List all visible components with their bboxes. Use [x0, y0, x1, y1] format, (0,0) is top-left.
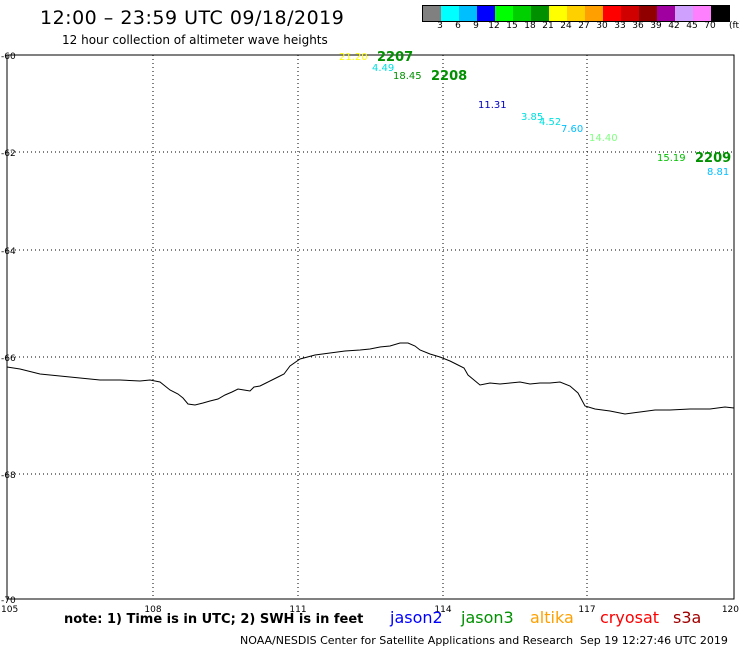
satellite-jason2: jason2 — [390, 608, 443, 627]
color-scale-label: 18 — [524, 21, 536, 31]
satellite-jason3: jason3 — [461, 608, 514, 627]
color-scale-label: 24 — [560, 21, 572, 31]
pass-number: 2207 — [377, 50, 414, 65]
color-scale-label: 15 — [506, 21, 518, 31]
swh-value: 4.49 — [372, 63, 395, 74]
color-scale-unit: (ft) — [729, 21, 740, 31]
map-frame — [6, 54, 735, 600]
longitude-label: 105 — [1, 605, 18, 615]
color-scale-label: 45 — [686, 21, 698, 31]
color-scale-label: 6 — [455, 21, 461, 31]
color-scale-label: 36 — [632, 21, 644, 31]
color-scale-label: 27 — [578, 21, 590, 31]
color-scale-label: 42 — [668, 21, 680, 31]
color-scale-label: 9 — [473, 21, 479, 31]
longitude-label: 117 — [578, 605, 595, 615]
swh-value: 7.60 — [561, 124, 584, 135]
swh-value: 4.52 — [539, 117, 562, 128]
satellite-altika: altika — [530, 608, 574, 627]
swh-value: 15.19 — [657, 153, 686, 164]
swh-value: 18.45 — [393, 71, 422, 82]
swh-value: 14.40 — [589, 133, 618, 144]
satellite-cryosat: cryosat — [600, 608, 660, 627]
latitude-label: -64 — [1, 247, 16, 257]
swh-value: 8.81 — [707, 167, 730, 178]
pass-number: 2208 — [431, 69, 468, 84]
latitude-label: -60 — [1, 52, 16, 62]
color-swatch — [549, 6, 567, 21]
color-swatch — [603, 6, 621, 21]
color-swatch — [513, 6, 531, 21]
color-swatch — [423, 6, 441, 21]
color-scale-label: 39 — [650, 21, 662, 31]
graticule — [7, 55, 734, 599]
latitude-labels: -60 -62 -64 -66 -68 -70 — [1, 52, 16, 606]
swh-value: 21.20 — [339, 52, 368, 63]
color-scale-labels: 3 6 9 12 15 18 21 24 27 30 33 36 39 42 45 70 — [422, 21, 728, 33]
longitude-labels: 105 108 111 114 117 120 — [1, 605, 739, 615]
page-subtitle: 12 hour collection of altimeter wave hei… — [62, 33, 328, 47]
color-swatch — [585, 6, 603, 21]
color-swatch — [675, 6, 693, 21]
credit-text: NOAA/NESDIS Center for Satellite Applica… — [240, 634, 574, 647]
satellite-s3a: s3a — [673, 608, 702, 627]
latitude-label: -68 — [1, 471, 16, 481]
color-swatch — [621, 6, 639, 21]
color-scale-label: 30 — [596, 21, 608, 31]
latitude-label: -66 — [1, 354, 16, 364]
swh-value: 3.85 — [521, 112, 544, 123]
color-swatch — [711, 6, 729, 21]
longitude-label: 114 — [434, 605, 451, 615]
pass-number: 2209 — [695, 151, 732, 166]
note-text: note: 1) Time is in UTC; 2) SWH is in fe… — [64, 612, 364, 627]
antarctic-coastline — [6, 342, 735, 415]
color-scale-label: 12 — [488, 21, 500, 31]
color-scale-label: 21 — [542, 21, 554, 31]
longitude-label: 108 — [144, 605, 161, 615]
color-scale — [422, 5, 730, 22]
swh-value: 11.31 — [478, 100, 507, 111]
color-swatch — [531, 6, 549, 21]
color-swatch — [441, 6, 459, 21]
color-scale-label: 3 — [437, 21, 443, 31]
color-swatch — [495, 6, 513, 21]
page-title: 12:00 – 23:59 UTC 09/18/2019 — [40, 7, 345, 29]
color-swatch — [567, 6, 585, 21]
latitude-label: -62 — [1, 149, 16, 159]
color-swatch — [693, 6, 711, 21]
longitude-label: 111 — [289, 605, 306, 615]
longitude-label: 120 — [722, 605, 739, 615]
color-swatch — [657, 6, 675, 21]
color-swatch — [459, 6, 477, 21]
color-scale-label: 33 — [614, 21, 626, 31]
color-swatch — [639, 6, 657, 21]
color-scale-label: 70 — [704, 21, 716, 31]
color-swatch — [477, 6, 495, 21]
latitude-label: -70 — [1, 596, 16, 606]
generated-timestamp: Sep 19 12:27:46 UTC 2019 — [580, 634, 728, 647]
